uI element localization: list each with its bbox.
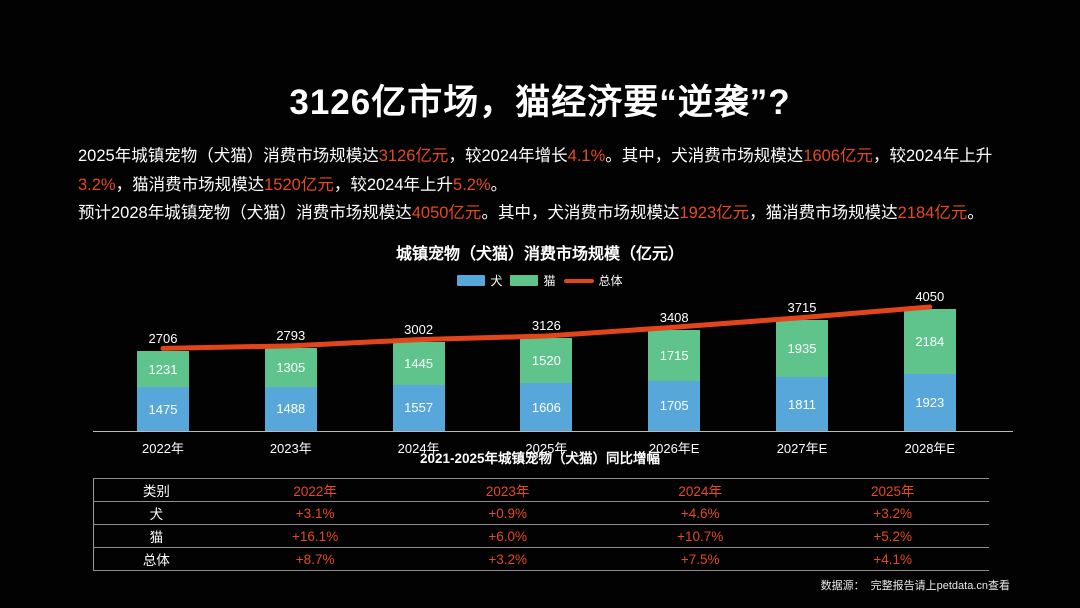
legend-item-总体: 总体	[563, 272, 623, 289]
table-title: 2021-2025年城镇宠物（犬猫）同比增幅	[419, 451, 661, 466]
bar-segment-dog-2022年: 1475	[137, 387, 189, 431]
intro-paragraphs: 2025年城镇宠物（犬猫）消费市场规模达3126亿元，较2024年增长4.1%。…	[78, 142, 1014, 228]
bar-segment-dog-2027年E: 1811	[776, 377, 828, 431]
data-source: 数据源： 完整报告请上petdata.cn查看	[815, 577, 1010, 593]
highlight-value: 1923亿元	[679, 204, 750, 222]
stacked-bar-chart: 1231 1475 2706 2022年 1305 1488 2793 2023年 1445 15…	[93, 289, 1013, 458]
chart-legend: 犬 猫 总体	[0, 272, 1080, 289]
highlight-value: 5.2%	[453, 175, 491, 194]
growth-value: +10.7%	[603, 524, 797, 548]
highlight-value: 1606亿元	[803, 147, 873, 165]
total-line-series	[160, 304, 933, 351]
growth-value: +4.6%	[603, 501, 797, 525]
growth-value: +8.7%	[218, 547, 412, 571]
highlight-value: 4050亿元	[411, 204, 482, 222]
table-row-总体: 总体 +8.7% +3.2% +7.5% +4.1%	[93, 547, 989, 571]
total-value-label-2022年: 2706	[148, 330, 178, 346]
row-category: 总体	[93, 547, 219, 571]
page-title: 3126亿市场，猫经济要“逆袭”?	[289, 83, 791, 122]
x-axis-label-2024年: 2024年	[397, 441, 440, 456]
total-line-path	[160, 304, 933, 351]
intro-text: 。其中，犬消费市场规模达	[481, 204, 680, 222]
intro-text: ，较2024年上升	[333, 175, 454, 194]
legend-color-swatch-猫	[510, 275, 539, 286]
x-axis-label-2022年: 2022年	[142, 441, 184, 456]
bar-segment-cat-2028年E: 2184	[903, 309, 956, 375]
highlight-value: 3126亿元	[378, 147, 449, 165]
x-axis-label-2025年: 2025年	[525, 441, 568, 456]
legend-color-swatch-犬	[457, 275, 486, 286]
growth-table: 类别 2022年 2023年 2024年 2025年犬 +3.1% +0.9% +4.6% +3…	[93, 478, 989, 571]
x-axis-label-2027年E: 2027年E	[776, 441, 828, 456]
intro-text: 2025年城镇宠物（犬猫）消费市场规模达	[78, 147, 379, 165]
growth-value: +5.2%	[796, 524, 989, 548]
legend-label: 犬	[490, 274, 503, 288]
chart-title: 城镇宠物（犬猫）消费市场规模（亿元）	[395, 246, 684, 263]
intro-paragraph-1: 2025年城镇宠物（犬猫）消费市场规模达3126亿元，较2024年增长4.1%。…	[78, 142, 1014, 199]
legend-line-swatch-总体	[563, 278, 594, 283]
intro-text: ，较2024年增长	[448, 147, 568, 165]
header-year-2023年: 2023年	[411, 478, 604, 502]
intro-text: ，较2024年上升	[872, 147, 993, 165]
x-axis-line	[93, 431, 1013, 432]
total-value-label-2026年E: 3408	[659, 309, 689, 325]
intro-text: 。	[967, 204, 984, 222]
table-row-猫: 猫 +16.1% +6.0% +10.7% +5.2%	[93, 524, 989, 548]
x-axis-label-2023年: 2023年	[269, 441, 312, 456]
legend-label: 总体	[598, 274, 623, 288]
highlight-value: 2184亿元	[897, 204, 968, 222]
x-axis-label-2026年E: 2026年E	[648, 441, 700, 456]
intro-paragraph-2: 预计2028年城镇宠物（犬猫）消费市场规模达4050亿元。其中，犬消费市场规模达…	[78, 199, 1014, 228]
legend-item-犬: 犬	[457, 272, 502, 289]
data-source-label: 数据源：	[820, 580, 865, 592]
bar-segment-dog-2028年E: 1923	[903, 374, 956, 431]
bar-segment-dog-2026年E: 1705	[648, 380, 701, 431]
growth-value: +6.0%	[411, 524, 604, 548]
highlight-value: 4.1%	[567, 147, 606, 165]
total-value-label-2023年: 2793	[276, 328, 306, 344]
bar-segment-cat-2025年: 1520	[520, 338, 573, 384]
bar-segment-dog-2023年: 1488	[264, 386, 317, 431]
header-year-2022年: 2022年	[218, 478, 412, 502]
bar-segment-cat-2026年E: 1715	[648, 329, 701, 381]
legend-item-猫: 猫	[510, 272, 556, 289]
growth-value: +0.9%	[411, 501, 604, 525]
bar-segment-dog-2024年: 1557	[392, 384, 445, 431]
row-category: 犬	[93, 501, 219, 525]
total-value-label-2025年: 3126	[531, 318, 561, 334]
intro-text: 预计2028年城镇宠物（犬猫）消费市场规模达	[78, 204, 412, 222]
highlight-value: 3.2%	[78, 175, 116, 194]
intro-text: ，猫消费市场规模达	[115, 175, 265, 194]
total-value-label-2024年: 3002	[404, 322, 434, 338]
bar-segment-cat-2022年: 1231	[137, 350, 189, 388]
intro-text: 。其中，犬消费市场规模达	[605, 147, 804, 165]
growth-value: +7.5%	[603, 547, 797, 571]
growth-value: +3.1%	[218, 501, 412, 525]
growth-value: +3.2%	[411, 547, 604, 571]
table-row-犬: 犬 +3.1% +0.9% +4.6% +3.2%	[93, 501, 989, 525]
intro-text: ，猫消费市场规模达	[749, 204, 898, 222]
bar-segment-dog-2025年: 1606	[520, 383, 573, 431]
header-year-2024年: 2024年	[603, 478, 797, 502]
growth-value: +4.1%	[796, 547, 989, 571]
growth-value: +16.1%	[218, 524, 412, 548]
bar-segment-cat-2024年: 1445	[392, 342, 445, 385]
header-year-2025年: 2025年	[796, 478, 989, 502]
legend-label: 猫	[543, 274, 556, 288]
table-header-row: 类别 2022年 2023年 2024年 2025年	[93, 478, 989, 502]
growth-value: +3.2%	[796, 501, 989, 525]
bar-segment-cat-2027年E: 1935	[776, 320, 828, 378]
total-value-label-2027年E: 3715	[787, 300, 817, 316]
total-value-label-2028年E: 4050	[915, 289, 945, 305]
data-source-text: 完整报告请上petdata.cn查看	[870, 580, 1010, 592]
row-category: 猫	[93, 524, 219, 548]
highlight-value: 1520亿元	[264, 175, 334, 194]
intro-text: 。	[490, 175, 508, 194]
bar-segment-cat-2023年: 1305	[264, 348, 317, 387]
x-axis-label-2028年E: 2028年E	[904, 441, 956, 456]
header-category: 类别	[93, 478, 219, 502]
